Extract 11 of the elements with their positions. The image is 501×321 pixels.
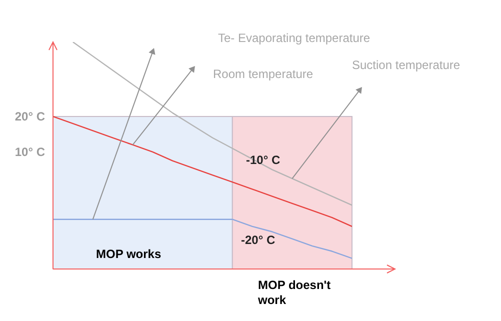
annotation: MOP works	[96, 247, 162, 261]
y-tick-label: 20° C	[14, 110, 46, 124]
annotation: Room temperature	[213, 67, 314, 81]
annotation: Suction temperature	[352, 58, 460, 72]
annotation: -10° C	[246, 153, 280, 167]
line-series	[53, 218, 352, 259]
annotation: -20° C	[241, 233, 276, 247]
annotation: Te- Evaporating temperature	[218, 31, 370, 45]
line-series	[53, 116, 352, 228]
text: MOP doesn't work	[257, 278, 331, 307]
y-tick-label: 10° C	[14, 145, 46, 160]
